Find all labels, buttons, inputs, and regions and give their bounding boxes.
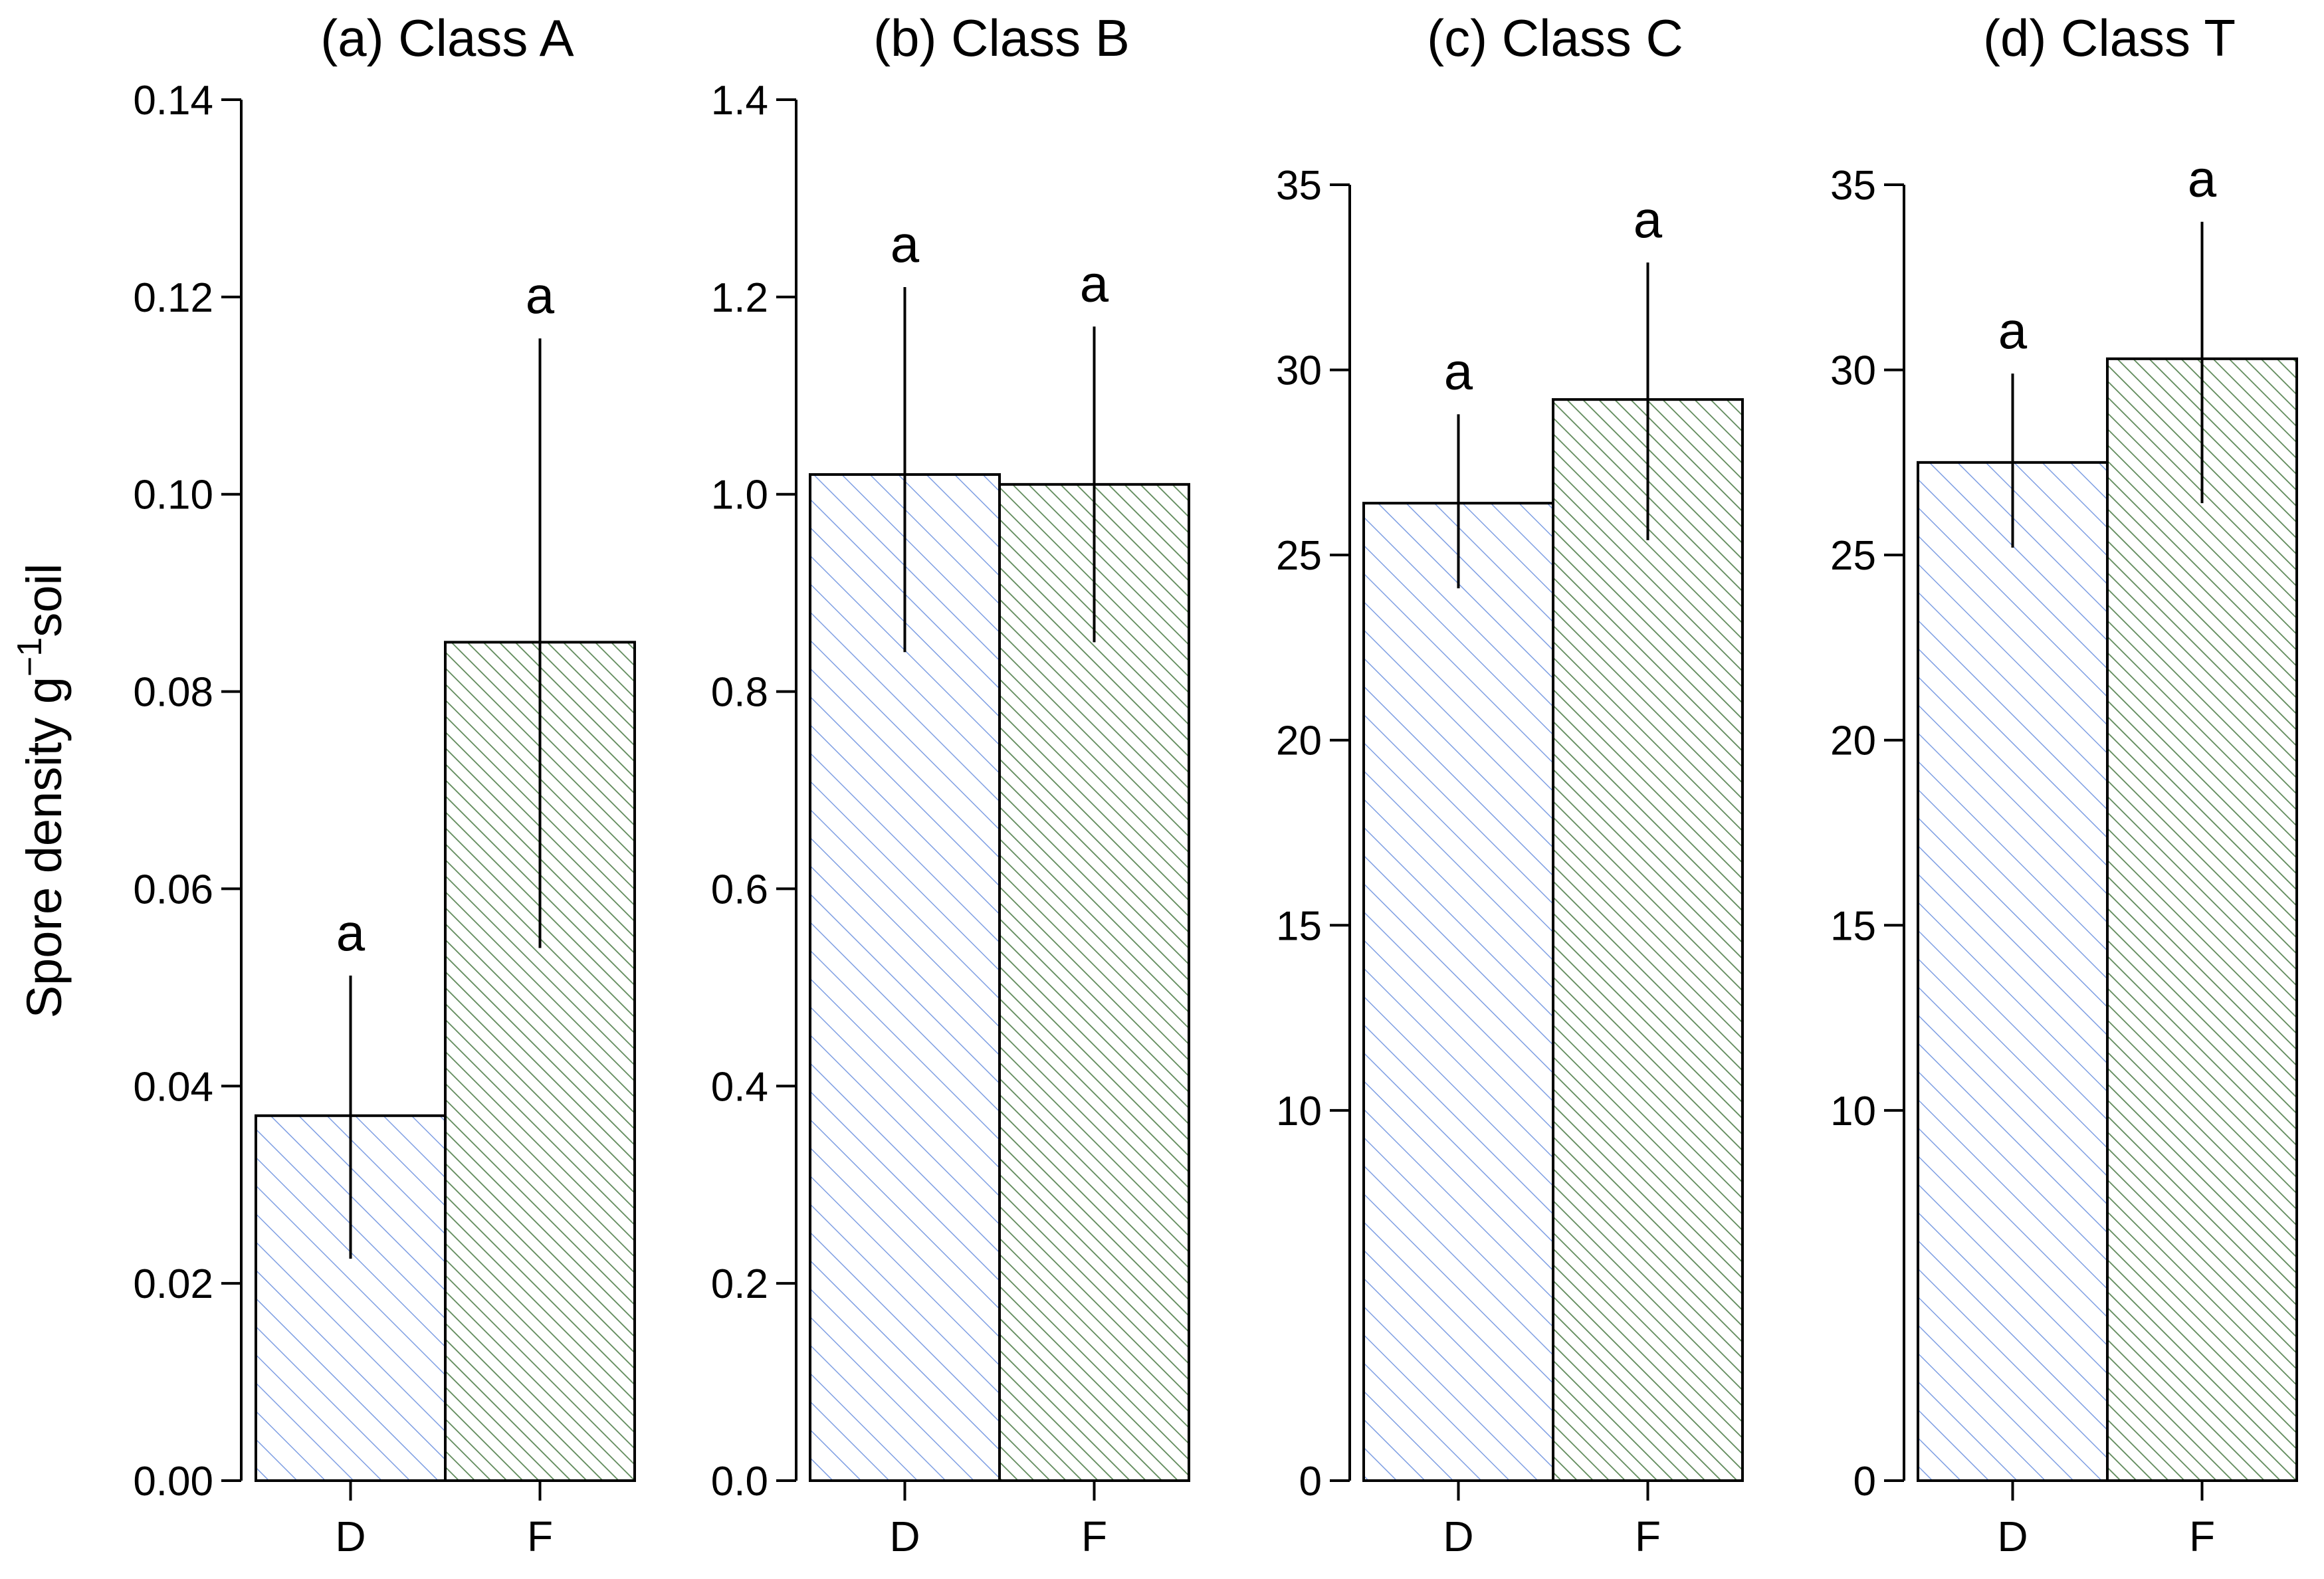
y-tick-label-b: 1.2 <box>711 275 768 321</box>
significance-letter-c-f: a <box>1634 190 1663 249</box>
y-tick-label-c: 10 <box>1276 1089 1322 1134</box>
panel-title-b: (b) Class B <box>873 9 1130 67</box>
y-tick-label-b: 0.6 <box>711 867 768 912</box>
x-tick-label-c-f: F <box>1635 1513 1661 1560</box>
x-tick-label-c-d: D <box>1443 1513 1473 1560</box>
y-tick-label-b: 0.2 <box>711 1261 768 1307</box>
y-tick-label-d: 0 <box>1853 1459 1876 1505</box>
y-tick-label-a: 0.12 <box>133 275 213 321</box>
y-tick-label-d: 10 <box>1830 1089 1876 1134</box>
panel-b: (b) Class B 0.0 0.2 0.4 0.6 0.8 1.0 1.2 1.4 a Da F <box>711 9 1190 1560</box>
y-tick-label-a: 0.04 <box>133 1064 213 1110</box>
panel-c: (c) Class C 0 10 15 20 25 30 35 a Da F <box>1276 9 1744 1560</box>
y-tick-label-d: 20 <box>1830 718 1876 764</box>
y-axis-label-main: Spore density g <box>17 677 72 1018</box>
bar-c-f <box>1552 398 1744 1483</box>
significance-letter-b-d: a <box>891 215 920 273</box>
panel-d: (d) Class T 0 10 15 20 25 30 35 a Da F <box>1830 9 2298 1560</box>
y-tick-label-c: 35 <box>1276 163 1322 209</box>
y-tick-label-c: 30 <box>1276 348 1322 394</box>
plot-area-c: 0 10 15 20 25 30 35 a Da F <box>1276 163 1744 1560</box>
y-axis-label-tail: soil <box>17 564 72 637</box>
x-tick-label-a-f: F <box>527 1513 553 1560</box>
panel-title-c: (c) Class C <box>1427 9 1683 67</box>
significance-letter-a-d: a <box>336 903 366 962</box>
x-tick-label-b-f: F <box>1081 1513 1107 1560</box>
x-tick-label-b-d: D <box>889 1513 920 1560</box>
significance-letter-a-f: a <box>526 266 555 324</box>
plot-area-b: 0.0 0.2 0.4 0.6 0.8 1.0 1.2 1.4 a Da F <box>711 78 1190 1560</box>
significance-letter-c-d: a <box>1444 342 1473 400</box>
y-tick-label-c: 20 <box>1276 718 1322 764</box>
panel-title-a: (a) Class A <box>320 9 574 67</box>
y-tick-label-d: 15 <box>1830 903 1876 949</box>
y-tick-label-b: 1.0 <box>711 473 768 518</box>
y-tick-label-a: 0.08 <box>133 670 213 716</box>
x-tick-label-d-d: D <box>1997 1513 2028 1560</box>
y-tick-label-b: 0.4 <box>711 1064 768 1110</box>
y-tick-label-b: 0.8 <box>711 670 768 716</box>
y-tick-label-b: 0.0 <box>711 1459 768 1505</box>
y-tick-label-a: 0.06 <box>133 867 213 912</box>
panel-title-d: (d) Class T <box>1983 9 2236 67</box>
plot-area-a: 0.00 0.02 0.04 0.06 0.08 0.10 0.12 0.14 a Da F <box>133 78 636 1560</box>
significance-letter-d-f: a <box>2188 150 2217 208</box>
y-axis-label: Spore density g−1soil <box>11 564 72 1019</box>
y-tick-label-a: 0.10 <box>133 473 213 518</box>
y-tick-label-b: 1.4 <box>711 78 768 124</box>
y-tick-label-a: 0.14 <box>133 78 213 124</box>
plot-area-d: 0 10 15 20 25 30 35 a Da F <box>1830 150 2298 1560</box>
y-tick-label-d: 30 <box>1830 348 1876 394</box>
x-tick-label-d-f: F <box>2189 1513 2215 1560</box>
y-tick-label-d: 35 <box>1830 163 1876 209</box>
y-tick-label-c: 25 <box>1276 533 1322 579</box>
y-axis-label-superscript: −1 <box>11 637 49 677</box>
bar-d-f <box>2106 357 2298 1482</box>
bar-c-d <box>1362 502 1554 1483</box>
bar-b-f <box>998 482 1190 1482</box>
x-tick-label-a-d: D <box>335 1513 366 1560</box>
y-tick-label-a: 0.02 <box>133 1261 213 1307</box>
significance-letter-b-f: a <box>1080 254 1109 312</box>
bar-d-d <box>1917 461 2109 1482</box>
y-tick-label-a: 0.00 <box>133 1459 213 1505</box>
significance-letter-d-d: a <box>1998 301 2028 360</box>
y-tick-label-c: 15 <box>1276 903 1322 949</box>
panel-a: (a) Class A 0.00 0.02 0.04 0.06 0.08 0.10 0.12… <box>133 9 636 1560</box>
y-tick-label-d: 25 <box>1830 533 1876 579</box>
y-tick-label-c: 0 <box>1299 1459 1322 1505</box>
